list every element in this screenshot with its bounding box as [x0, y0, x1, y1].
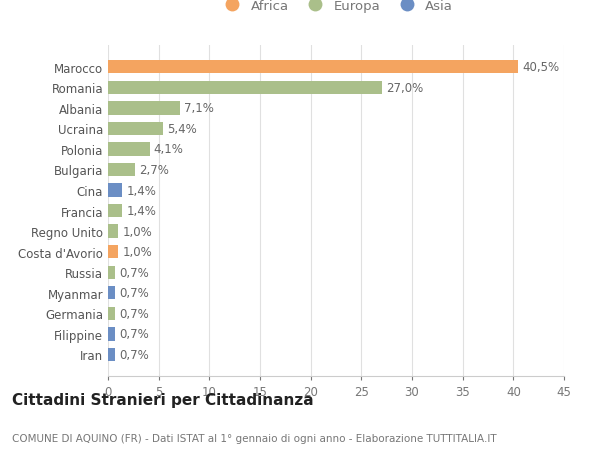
Bar	[108, 102, 180, 115]
Text: 1,0%: 1,0%	[122, 246, 152, 258]
Text: Cittadini Stranieri per Cittadinanza: Cittadini Stranieri per Cittadinanza	[12, 392, 314, 407]
Text: 27,0%: 27,0%	[386, 82, 423, 95]
Text: 0,7%: 0,7%	[119, 287, 149, 300]
Bar	[108, 204, 122, 218]
Text: 2,7%: 2,7%	[139, 164, 169, 177]
Text: 1,4%: 1,4%	[126, 184, 156, 197]
Bar	[108, 123, 163, 136]
Text: 7,1%: 7,1%	[184, 102, 214, 115]
Text: 0,7%: 0,7%	[119, 328, 149, 341]
Bar	[108, 163, 136, 177]
Legend: Africa, Europa, Asia: Africa, Europa, Asia	[219, 0, 453, 12]
Text: 0,7%: 0,7%	[119, 307, 149, 320]
Text: 0,7%: 0,7%	[119, 348, 149, 361]
Bar	[108, 246, 118, 259]
Text: 4,1%: 4,1%	[154, 143, 184, 156]
Text: 1,4%: 1,4%	[126, 205, 156, 218]
Bar	[108, 266, 115, 280]
Bar	[108, 184, 122, 197]
Text: 5,4%: 5,4%	[167, 123, 197, 135]
Bar	[108, 328, 115, 341]
Bar	[108, 143, 149, 156]
Bar	[108, 81, 382, 95]
Text: 1,0%: 1,0%	[122, 225, 152, 238]
Bar	[108, 286, 115, 300]
Bar	[108, 61, 518, 74]
Bar	[108, 307, 115, 320]
Bar	[108, 348, 115, 361]
Text: 40,5%: 40,5%	[523, 61, 560, 74]
Text: 0,7%: 0,7%	[119, 266, 149, 279]
Bar	[108, 225, 118, 238]
Text: COMUNE DI AQUINO (FR) - Dati ISTAT al 1° gennaio di ogni anno - Elaborazione TUT: COMUNE DI AQUINO (FR) - Dati ISTAT al 1°…	[12, 433, 497, 442]
